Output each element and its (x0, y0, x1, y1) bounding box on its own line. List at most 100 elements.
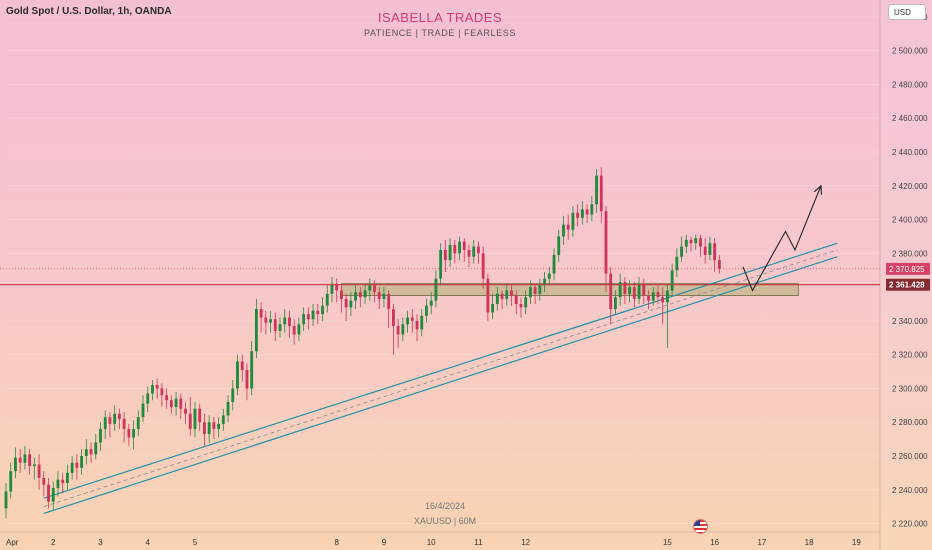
price-tick-label: 2 400.000 (892, 216, 928, 225)
price-tick-label: 2 300.000 (892, 384, 928, 393)
projection-arrowhead (813, 184, 823, 195)
price-tick-label: 2 480.000 (892, 80, 928, 89)
candle-body (401, 324, 405, 335)
candle-body (429, 300, 433, 306)
candle-body (179, 398, 183, 409)
candle-body (571, 212, 575, 230)
time-tick-label: 4 (146, 538, 151, 547)
candle-body (524, 297, 528, 308)
channel-upper-line (43, 242, 838, 499)
candle-body (618, 282, 622, 298)
price-tick-label: 2 260.000 (892, 452, 928, 461)
candle-body (165, 395, 169, 401)
candle-body (562, 224, 565, 237)
candle-body (193, 408, 197, 429)
candle-body (354, 292, 358, 301)
candle-body (141, 403, 145, 418)
candle-body (632, 287, 636, 299)
candle-body (675, 256, 679, 271)
candle-body (439, 249, 443, 279)
price-tick-label: 2 440.000 (892, 148, 928, 157)
candle-body (84, 449, 88, 456)
price-tick-label: 2 500.000 (892, 47, 928, 56)
time-tick-label: 19 (852, 538, 861, 547)
candle-body (122, 418, 126, 429)
candle-body (462, 241, 466, 250)
candle-body (278, 324, 282, 332)
candle-body (519, 304, 523, 308)
candle-body (637, 283, 641, 299)
candle-body (566, 224, 570, 230)
candle-body (245, 369, 249, 389)
candle-body (37, 464, 41, 478)
candle-body (604, 211, 608, 274)
candle-body (458, 241, 461, 254)
price-tick-label: 2 460.000 (892, 114, 928, 123)
candle-body (528, 287, 532, 298)
supply-zone-rect (341, 283, 799, 296)
price-tick-label: 2 420.000 (892, 182, 928, 191)
candle-body (387, 293, 391, 310)
supply-demand-zone (341, 283, 799, 296)
price-axis-panel (880, 0, 932, 550)
candle-body (609, 273, 613, 310)
candle-body (174, 398, 178, 408)
candle-body (628, 287, 632, 294)
candle-body (651, 292, 655, 301)
candle-body (713, 243, 717, 261)
candle-body (169, 400, 173, 408)
candle-body (368, 285, 372, 291)
candle-body (217, 423, 221, 429)
candle-body (514, 295, 518, 304)
candle-body (51, 488, 55, 502)
resistance-label: 2 361.428 (889, 281, 925, 290)
candle-body (203, 422, 206, 435)
candle-body (56, 479, 60, 489)
candle-body (396, 325, 400, 335)
candle-body (250, 351, 254, 389)
candle-body (306, 314, 310, 320)
currency-button[interactable]: USD (888, 4, 926, 20)
candle-body (146, 393, 150, 404)
candle-body (358, 292, 362, 298)
time-tick-label: 10 (427, 538, 436, 547)
candle-body (717, 260, 721, 269)
time-axis[interactable]: Apr 2 3 4 5 8 9 10 11 12 15 16 17 18 19 (0, 531, 880, 547)
price-axis[interactable]: 2 220.000 2 240.000 2 260.000 2 280.000 2 30… (879, 0, 932, 550)
price-tick-label: 2 240.000 (892, 486, 928, 495)
candle-body (155, 385, 159, 389)
time-tick-label: 5 (193, 538, 198, 547)
candle-body (557, 236, 561, 256)
candle-body (580, 209, 584, 218)
candle-body (321, 305, 324, 315)
candle-body (491, 304, 495, 313)
candle-body (42, 477, 46, 485)
time-tick-label: Apr (6, 538, 19, 547)
candle-body (136, 417, 140, 429)
resistance-badge (886, 278, 930, 291)
candle-body (467, 249, 471, 257)
candle-body (273, 319, 277, 332)
candle-body (448, 244, 452, 261)
current-price-badge (886, 262, 930, 275)
time-tick-label: 15 (663, 538, 672, 547)
candle-body (472, 246, 476, 257)
candle-body (23, 454, 27, 463)
candle-body (538, 285, 542, 294)
projection-path (742, 184, 823, 292)
candle-body (132, 428, 135, 438)
candle-body (94, 442, 98, 455)
candle-body (288, 317, 291, 326)
us-flag-icon[interactable] (693, 519, 708, 534)
candle-body (510, 290, 513, 296)
candle-body (425, 305, 428, 316)
candle-body (103, 417, 107, 429)
candle-body (236, 361, 239, 389)
candle-body (552, 255, 556, 274)
projection-polyline (742, 185, 822, 292)
candle-body (28, 454, 32, 467)
candle-body (269, 319, 272, 323)
time-tick-label: 2 (51, 538, 56, 547)
